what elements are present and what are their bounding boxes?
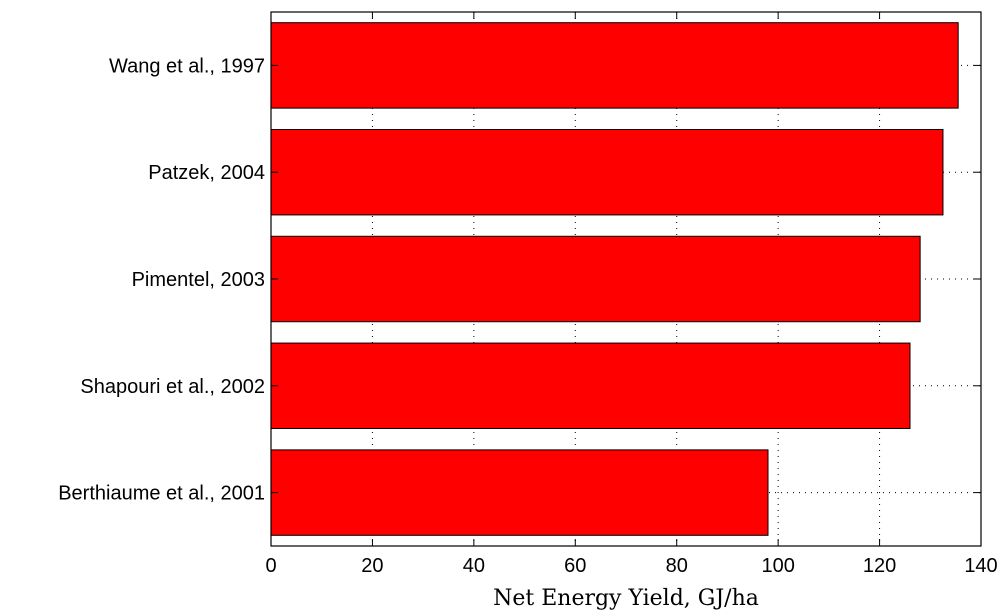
x-tick-label: 140 xyxy=(964,555,997,577)
x-tick-label: 120 xyxy=(863,555,896,577)
axis-ticks xyxy=(270,12,982,546)
bar xyxy=(270,128,944,216)
bars xyxy=(270,22,959,536)
x-tick-label: 40 xyxy=(463,555,485,577)
category-label: Wang et al., 1997 xyxy=(109,55,265,77)
category-label: Patzek, 2004 xyxy=(148,162,265,184)
x-tick-label: 60 xyxy=(564,555,586,577)
x-tick-label: 0 xyxy=(265,555,276,577)
bar xyxy=(270,449,769,536)
x-axis-title: Net Energy Yield, GJ/ha xyxy=(493,586,759,611)
bar xyxy=(270,235,921,323)
x-tick-label: 80 xyxy=(666,555,688,577)
bar xyxy=(270,22,959,109)
category-labels: Wang et al., 1997 Patzek, 2004 Pimentel, 2… xyxy=(58,55,265,504)
x-tick-label: 20 xyxy=(361,555,383,577)
category-label: Shapouri et al., 2002 xyxy=(80,376,265,398)
x-tick-label: 100 xyxy=(761,555,794,577)
bar xyxy=(270,342,911,430)
category-label: Pimentel, 2003 xyxy=(132,269,265,291)
x-tick-labels: 0 20 40 60 80 100 120 140 xyxy=(265,555,997,577)
category-label: Berthiaume et al., 2001 xyxy=(58,483,265,505)
